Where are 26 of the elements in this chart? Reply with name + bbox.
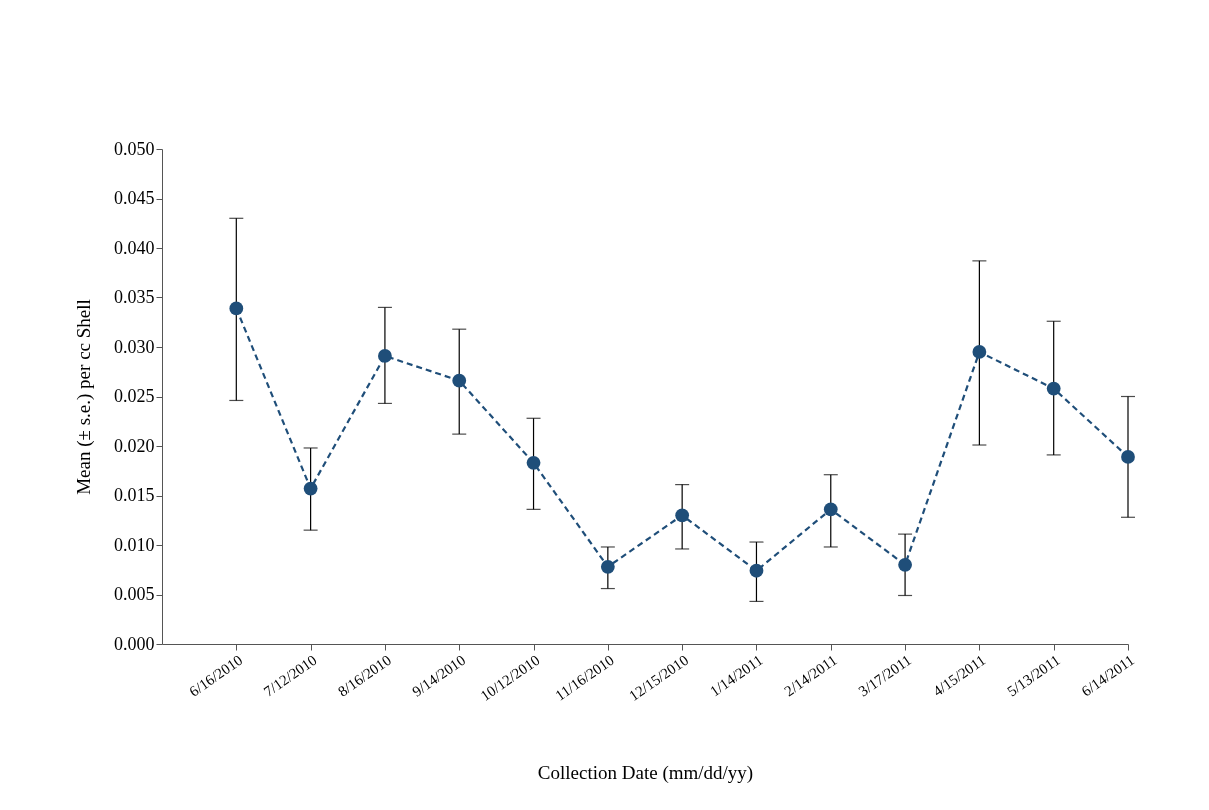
y-tick-label: 0.010 [114, 534, 155, 555]
y-tick-label: 0.045 [114, 188, 155, 208]
point [749, 563, 764, 578]
point [1046, 381, 1061, 396]
point [526, 455, 541, 470]
point [1121, 450, 1135, 464]
y-tick-label: 0.040 [114, 237, 155, 258]
point [452, 373, 467, 388]
point [229, 301, 244, 316]
x-axis-title: Collection Date (mm/dd/yy) [537, 761, 754, 784]
point [675, 508, 690, 523]
y-tick-label: 0.025 [114, 386, 155, 406]
point [898, 557, 912, 572]
y-axis-title: Mean (± s.e.) per cc Shell [73, 299, 95, 495]
point [378, 349, 392, 363]
point [303, 481, 318, 496]
y-tick-label: 0.030 [114, 336, 155, 357]
y-tick-label: 0.050 [114, 138, 155, 159]
y-tick-label: 0.005 [114, 584, 155, 604]
y-tick-label: 0.015 [114, 485, 155, 505]
y-tick-label: 0.020 [114, 435, 155, 456]
point [600, 559, 615, 574]
point [972, 345, 987, 359]
y-tick-label: 0.000 [114, 633, 155, 654]
y-tick-label: 0.035 [114, 287, 155, 307]
point [823, 502, 838, 517]
